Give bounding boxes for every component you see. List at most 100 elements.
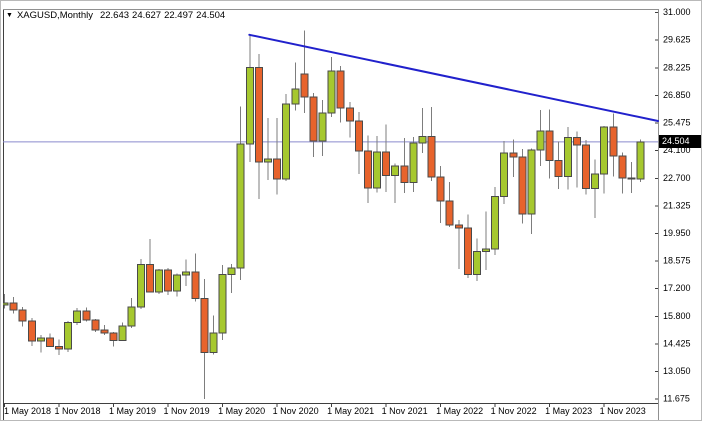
candle-body[interactable] [545, 130, 554, 162]
candle-body[interactable] [327, 70, 336, 114]
price-tick-label: 14.425 [663, 339, 691, 349]
current-price-tag: 24.504 [659, 135, 701, 148]
candle-body[interactable] [509, 152, 518, 158]
candle-body[interactable] [64, 322, 73, 350]
time-tick-label: 1 May 2020 [218, 406, 265, 416]
candle-body[interactable] [136, 263, 145, 308]
candle-body[interactable] [600, 126, 609, 175]
candle-body[interactable] [173, 274, 182, 292]
candle-body[interactable] [273, 158, 282, 180]
candle-body[interactable] [554, 160, 563, 178]
price-tick-label: 24.100 [663, 145, 691, 155]
candle-body[interactable] [500, 152, 509, 197]
candle-body[interactable] [382, 151, 391, 176]
readout-high-value: 24.627 [132, 10, 162, 21]
time-tick-label: 1 May 2022 [436, 406, 483, 416]
candle-body[interactable] [336, 70, 345, 109]
candle-body[interactable] [373, 151, 382, 189]
candle-body[interactable] [236, 143, 245, 269]
time-tick-label: 1 Nov 2022 [491, 406, 537, 416]
candle-body[interactable] [345, 107, 354, 122]
candle-body[interactable] [82, 310, 91, 321]
symbol-timeframe-label: XAGUSD,Monthly [16, 10, 93, 21]
candle-body[interactable] [472, 250, 481, 275]
candle-body[interactable] [527, 149, 536, 215]
candle-body[interactable] [427, 135, 436, 178]
readout-open-value: 22.643 [99, 10, 130, 21]
candle-body[interactable] [254, 66, 263, 163]
candle-body[interactable] [127, 306, 136, 327]
candle-body[interactable] [73, 310, 82, 324]
candle-body[interactable] [209, 332, 218, 354]
candle-body[interactable] [164, 269, 173, 292]
price-tick-label: 18.575 [663, 256, 691, 266]
candle-body[interactable] [391, 165, 400, 176]
price-tick-label: 26.850 [663, 90, 691, 100]
candle-body[interactable] [409, 142, 418, 183]
candle-body[interactable] [309, 96, 318, 142]
candle-body[interactable] [454, 224, 463, 229]
candle-body[interactable] [100, 329, 109, 334]
price-tick-label: 29.625 [663, 35, 691, 45]
candle-body[interactable] [55, 346, 64, 350]
price-tick-label: 28.225 [663, 63, 691, 73]
candle-body[interactable] [400, 165, 409, 183]
candle-body[interactable] [354, 120, 363, 152]
time-tick-label: 1 Nov 2021 [382, 406, 428, 416]
price-tick-label: 17.200 [663, 283, 691, 293]
candle-body[interactable] [18, 309, 27, 322]
candle-body[interactable] [145, 263, 154, 293]
candle-body[interactable] [582, 144, 591, 189]
readout-close-value: 24.504 [196, 10, 226, 21]
candle-body[interactable] [9, 302, 18, 311]
price-tick-label: 31.000 [663, 7, 691, 17]
candle-body[interactable] [563, 137, 572, 178]
candle-body[interactable] [636, 141, 645, 180]
candle-body[interactable] [109, 332, 118, 342]
candle-body[interactable] [491, 195, 500, 250]
candle-body[interactable] [154, 269, 163, 293]
candle-body[interactable] [536, 130, 545, 151]
candle-body[interactable] [445, 200, 454, 226]
candle-body[interactable] [45, 337, 54, 348]
time-tick-label: 1 Nov 2019 [164, 406, 210, 416]
candle-body[interactable] [300, 73, 309, 98]
candle-body[interactable] [618, 155, 627, 179]
candle-body[interactable] [463, 227, 472, 275]
candle-body[interactable] [263, 158, 272, 163]
candle-body[interactable] [627, 177, 636, 180]
candle-body[interactable] [291, 88, 300, 105]
candle-body[interactable] [572, 137, 581, 146]
price-tick-label: 15.800 [663, 311, 691, 321]
candle-body[interactable] [182, 271, 191, 276]
candle-body[interactable] [482, 248, 491, 252]
candle-body[interactable] [118, 325, 127, 342]
candle-body[interactable] [318, 112, 327, 142]
candle-body[interactable] [1, 302, 9, 306]
candle-body[interactable] [191, 271, 200, 300]
candle-body[interactable] [363, 150, 372, 189]
descending-trendline[interactable] [248, 33, 659, 122]
candle-body[interactable] [609, 126, 618, 157]
candle-body[interactable] [518, 156, 527, 215]
candle-body[interactable] [27, 320, 36, 342]
candle-body[interactable] [591, 173, 600, 189]
candle-body[interactable] [91, 319, 100, 331]
time-tick-label: 1 Nov 2020 [273, 406, 319, 416]
time-tick-label: 1 May 2021 [327, 406, 374, 416]
candle-body[interactable] [418, 135, 427, 144]
candle-body[interactable] [436, 176, 445, 202]
time-tick-label: 1 May 2023 [545, 406, 592, 416]
price-tick-label: 19.950 [663, 228, 691, 238]
price-tick-label: 13.050 [663, 366, 691, 376]
candle-body[interactable] [218, 274, 227, 334]
symbol-dropdown-icon[interactable]: ▼ [6, 12, 13, 19]
candle-body[interactable] [227, 267, 236, 276]
candle-body[interactable] [282, 103, 291, 180]
candle-body[interactable] [36, 337, 45, 342]
price-tick-label: 11.675 [663, 394, 690, 404]
candle-body[interactable] [245, 66, 254, 145]
candle-body[interactable] [200, 298, 209, 354]
